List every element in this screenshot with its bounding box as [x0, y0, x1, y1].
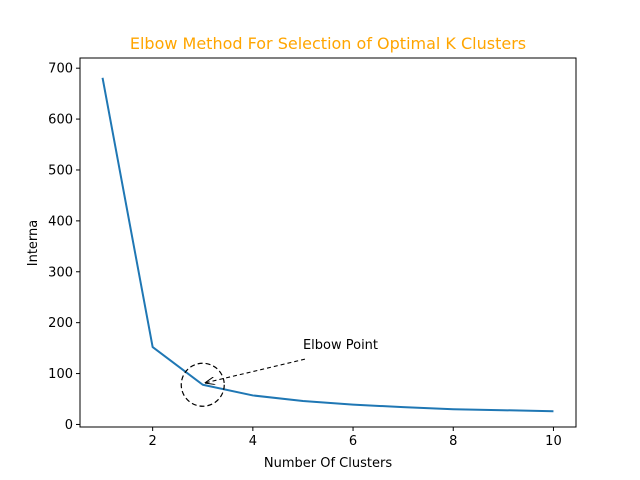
y-tick-label: 300: [48, 265, 73, 280]
y-tick-label: 100: [48, 367, 73, 382]
y-tick-label: 200: [48, 316, 73, 331]
x-tick-label: 2: [149, 434, 157, 449]
y-tick-label: 700: [48, 62, 73, 77]
y-tick-label: 400: [48, 214, 73, 229]
axes-frame: [79, 57, 577, 428]
annotation: Elbow Point: [180, 338, 378, 407]
x-tick-label: 8: [449, 434, 457, 449]
x-tick-label: 4: [249, 434, 257, 449]
series-line: [101, 77, 554, 413]
y-axis-label: Interna: [26, 220, 41, 267]
y-tick-label: 0: [65, 418, 73, 433]
chart-title: Elbow Method For Selection of Optimal K …: [130, 34, 526, 53]
x-tick-label: 10: [545, 434, 562, 449]
annotation-label: Elbow Point: [303, 338, 378, 353]
y-tick-label: 600: [48, 113, 73, 128]
annotation-arrow: [206, 358, 306, 383]
x-tick-label: 6: [349, 434, 357, 449]
elbow-marker-circle: [180, 362, 225, 407]
plot-area: [101, 77, 554, 413]
y-tick-label: 500: [48, 163, 73, 178]
x-axis-label: Number Of Clusters: [264, 456, 392, 471]
